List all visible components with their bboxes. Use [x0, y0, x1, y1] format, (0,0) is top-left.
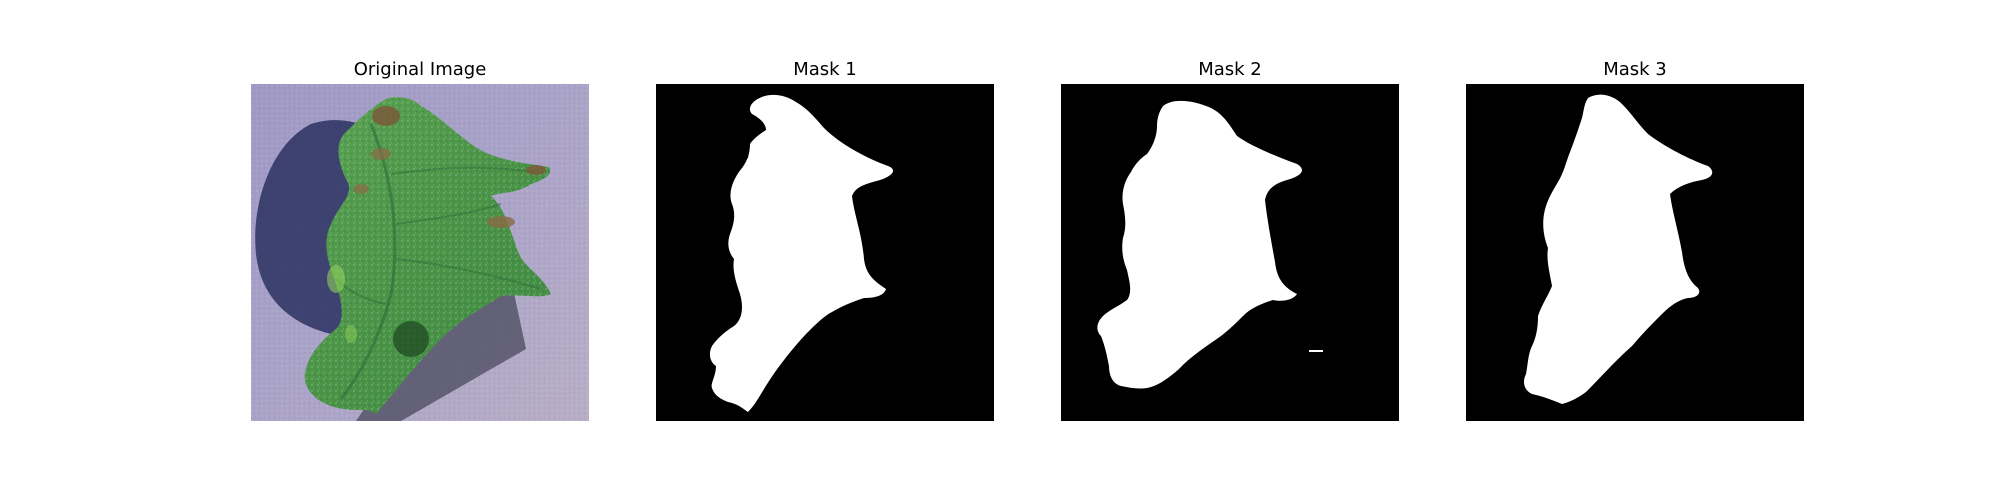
leaf-highlight: [345, 325, 357, 343]
panel-title: Original Image: [353, 59, 487, 80]
brown-spot: [487, 216, 515, 228]
mask-hole: [831, 323, 853, 333]
leaf-texture: [304, 97, 551, 414]
leaf-vein: [395, 203, 502, 225]
brown-spot: [371, 148, 391, 160]
panel-mask-2: Mask 2: [1061, 0, 1399, 500]
mask-fragment: [1309, 350, 1323, 352]
original-leaf-photo: [251, 84, 589, 421]
mask-region: [709, 94, 894, 413]
leaf-midrib: [339, 123, 397, 400]
mask-image-3: [1466, 84, 1804, 421]
leaf-vein: [395, 258, 542, 290]
panel-title: Mask 1: [793, 59, 857, 80]
mask-notch: [734, 142, 750, 159]
brown-spot: [526, 165, 546, 175]
mask-region: [1524, 94, 1713, 404]
panel-title: Mask 2: [1198, 59, 1262, 80]
mask-image-2: [1061, 84, 1399, 421]
panel-mask-1: Mask 1: [656, 0, 994, 500]
panel-title: Mask 3: [1603, 59, 1667, 80]
brown-spot: [372, 106, 400, 126]
panel-original-image: Original Image: [251, 0, 589, 500]
dark-leaf-fold: [393, 321, 429, 357]
panel-mask-3: Mask 3: [1466, 0, 1804, 500]
mask-image-1: [656, 84, 994, 421]
leaf-vein: [390, 166, 537, 175]
brown-spot: [353, 184, 369, 194]
mask-region: [1097, 100, 1302, 389]
leaf-highlight: [327, 265, 345, 293]
